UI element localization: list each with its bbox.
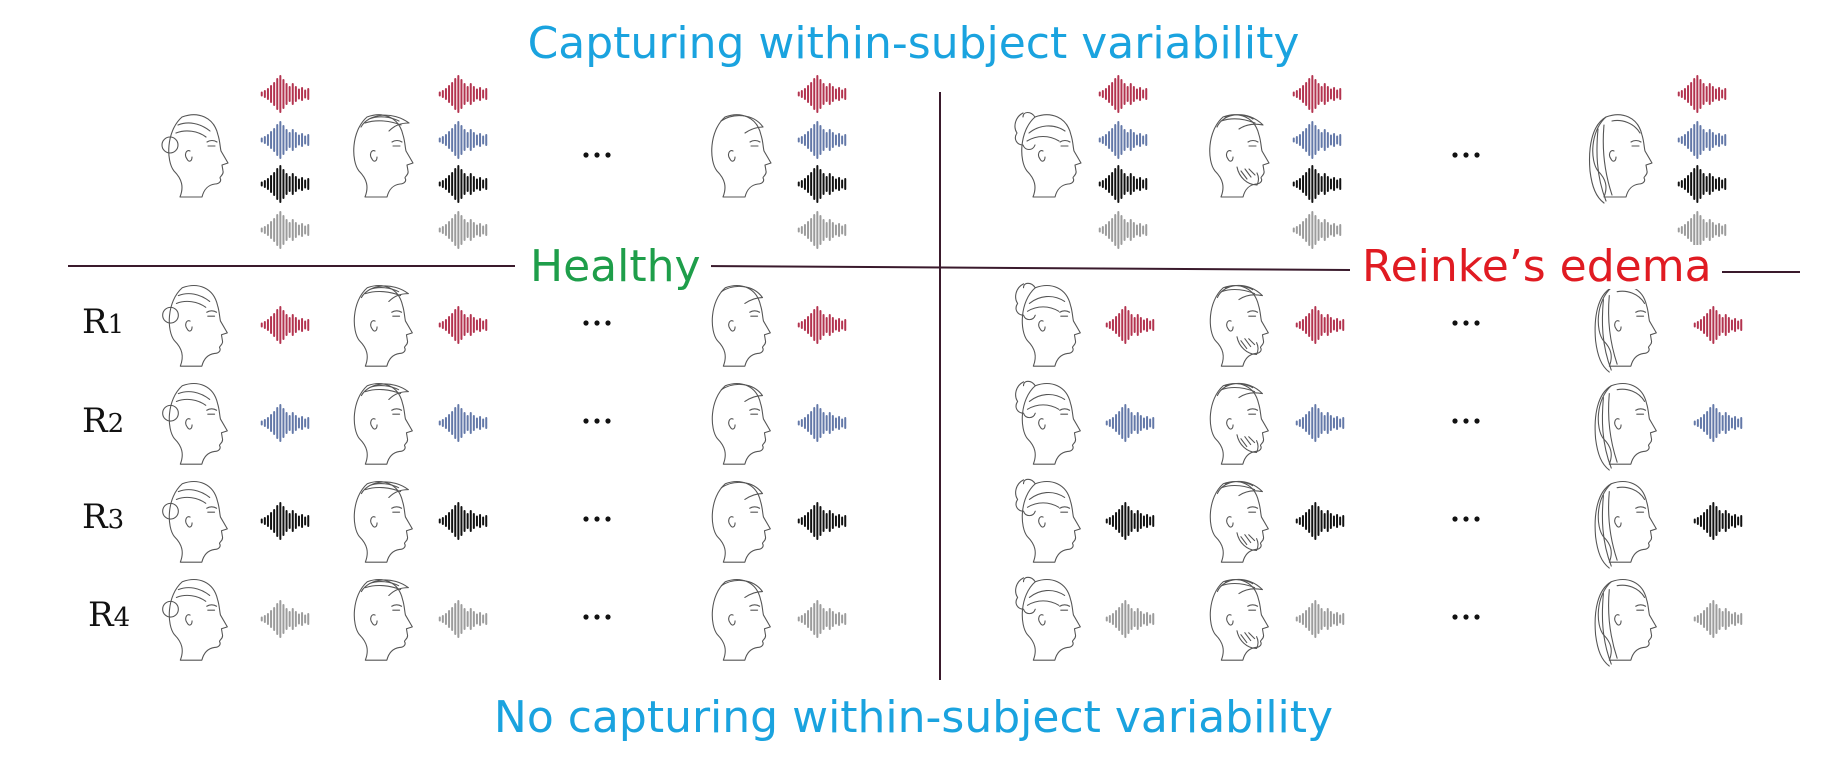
- bottom-title: No capturing within-subject variability: [493, 692, 1334, 743]
- waveform-recording-1: [260, 306, 310, 344]
- ellipsis-healthy-row: [583, 516, 611, 522]
- waveform-recording-3: [438, 165, 488, 203]
- ellipsis-healthy-row: [583, 320, 611, 326]
- waveform-recording-2: [797, 121, 847, 159]
- waveform-recording-2: [797, 404, 847, 442]
- ellipsis-healthy-row: [583, 614, 611, 620]
- man-beard-face-icon: [1209, 579, 1269, 661]
- waveform-recording-2: [1292, 121, 1342, 159]
- waveform-recording-3: [1292, 165, 1342, 203]
- woman-bun-face-icon: [162, 579, 228, 661]
- waveform-recording-1: [797, 75, 847, 113]
- man-beard-face-icon: [1209, 383, 1269, 465]
- waveform-recording-4: [797, 211, 847, 249]
- row-label-r3: R3: [82, 497, 125, 537]
- man-short-face-icon: [353, 579, 413, 661]
- ellipsis-edema-row: [1452, 614, 1480, 620]
- woman-long-face-icon: [1588, 114, 1653, 204]
- waveform-recording-2: [260, 404, 310, 442]
- waveform-recording-1: [438, 306, 488, 344]
- woman-long-face-icon: [1594, 579, 1657, 667]
- waveform-recording-3: [1098, 165, 1148, 203]
- man-face-icon: [711, 579, 771, 661]
- waveform-recording-2: [1098, 121, 1148, 159]
- woman-bun-face-icon: [162, 481, 228, 563]
- waveform-recording-3: [797, 502, 847, 540]
- woman-bun-face-icon: [161, 114, 229, 198]
- waveform-recording-4: [1105, 600, 1155, 638]
- woman-curly-face-icon: [1015, 576, 1081, 661]
- waveform-recording-3: [1295, 502, 1345, 540]
- woman-curly-face-icon: [1015, 282, 1081, 367]
- waveform-recording-4: [260, 211, 310, 249]
- ellipsis-healthy-row: [583, 418, 611, 424]
- waveform-recording-3: [438, 502, 488, 540]
- woman-long-face-icon: [1594, 383, 1657, 471]
- waveform-recording-1: [260, 75, 310, 113]
- woman-bun-face-icon: [162, 285, 228, 367]
- waveform-recording-4: [1295, 600, 1345, 638]
- ellipsis-edema-row: [1452, 418, 1480, 424]
- waveform-recording-4: [438, 211, 488, 249]
- waveform-recording-3: [260, 502, 310, 540]
- row-label-r2: R2: [82, 401, 125, 441]
- waveform-recording-3: [1677, 165, 1727, 203]
- waveform-recording-4: [1098, 211, 1148, 249]
- waveform-recording-2: [1693, 404, 1743, 442]
- waveform-recording-3: [797, 165, 847, 203]
- waveform-recording-4: [797, 600, 847, 638]
- waveform-recording-4: [1693, 600, 1743, 638]
- row-label-r4: R4: [88, 595, 131, 635]
- waveform-recording-2: [438, 121, 488, 159]
- row-label-r1: R1: [82, 302, 125, 342]
- waveform-recording-1: [1292, 75, 1342, 113]
- group-label-healthy: Healthy: [520, 245, 711, 289]
- man-short-face-icon: [353, 285, 413, 367]
- waveform-recording-1: [1098, 75, 1148, 113]
- ellipsis-healthy-top: [583, 152, 611, 158]
- waveform-recording-1: [1295, 306, 1345, 344]
- waveform-recording-2: [1295, 404, 1345, 442]
- ellipsis-edema-top: [1452, 152, 1480, 158]
- man-face-icon: [711, 481, 771, 563]
- waveform-recording-1: [797, 306, 847, 344]
- woman-curly-face-icon: [1015, 380, 1081, 465]
- waveform-recording-2: [260, 121, 310, 159]
- man-beard-face-icon: [1209, 285, 1269, 367]
- man-beard-face-icon: [1209, 481, 1269, 563]
- man-short-face-icon: [353, 114, 414, 198]
- waveform-recording-1: [1693, 306, 1743, 344]
- waveform-recording-1: [438, 75, 488, 113]
- man-face-icon: [711, 383, 771, 465]
- waveform-recording-3: [260, 165, 310, 203]
- man-face-icon: [711, 114, 772, 198]
- man-short-face-icon: [353, 383, 413, 465]
- horizontal-divider: [699, 265, 1351, 271]
- waveform-recording-4: [438, 600, 488, 638]
- waveform-recording-3: [1693, 502, 1743, 540]
- waveform-recording-2: [1677, 121, 1727, 159]
- woman-long-face-icon: [1594, 481, 1657, 569]
- waveform-recording-4: [260, 600, 310, 638]
- waveform-recording-2: [438, 404, 488, 442]
- top-title: Capturing within-subject variability: [527, 18, 1300, 69]
- woman-curly-face-icon: [1014, 111, 1082, 198]
- man-short-face-icon: [353, 481, 413, 563]
- woman-curly-face-icon: [1015, 478, 1081, 563]
- waveform-recording-1: [1105, 306, 1155, 344]
- man-face-icon: [711, 285, 771, 367]
- woman-bun-face-icon: [162, 383, 228, 465]
- waveform-recording-3: [1105, 502, 1155, 540]
- waveform-recording-4: [1677, 211, 1727, 249]
- waveform-recording-4: [1292, 211, 1342, 249]
- group-label-reinkes-edema: Reinke’s edema: [1352, 245, 1722, 289]
- waveform-recording-2: [1105, 404, 1155, 442]
- woman-long-face-icon: [1594, 285, 1657, 373]
- ellipsis-edema-row: [1452, 320, 1480, 326]
- man-beard-face-icon: [1209, 114, 1270, 198]
- ellipsis-edema-row: [1452, 516, 1480, 522]
- waveform-recording-1: [1677, 75, 1727, 113]
